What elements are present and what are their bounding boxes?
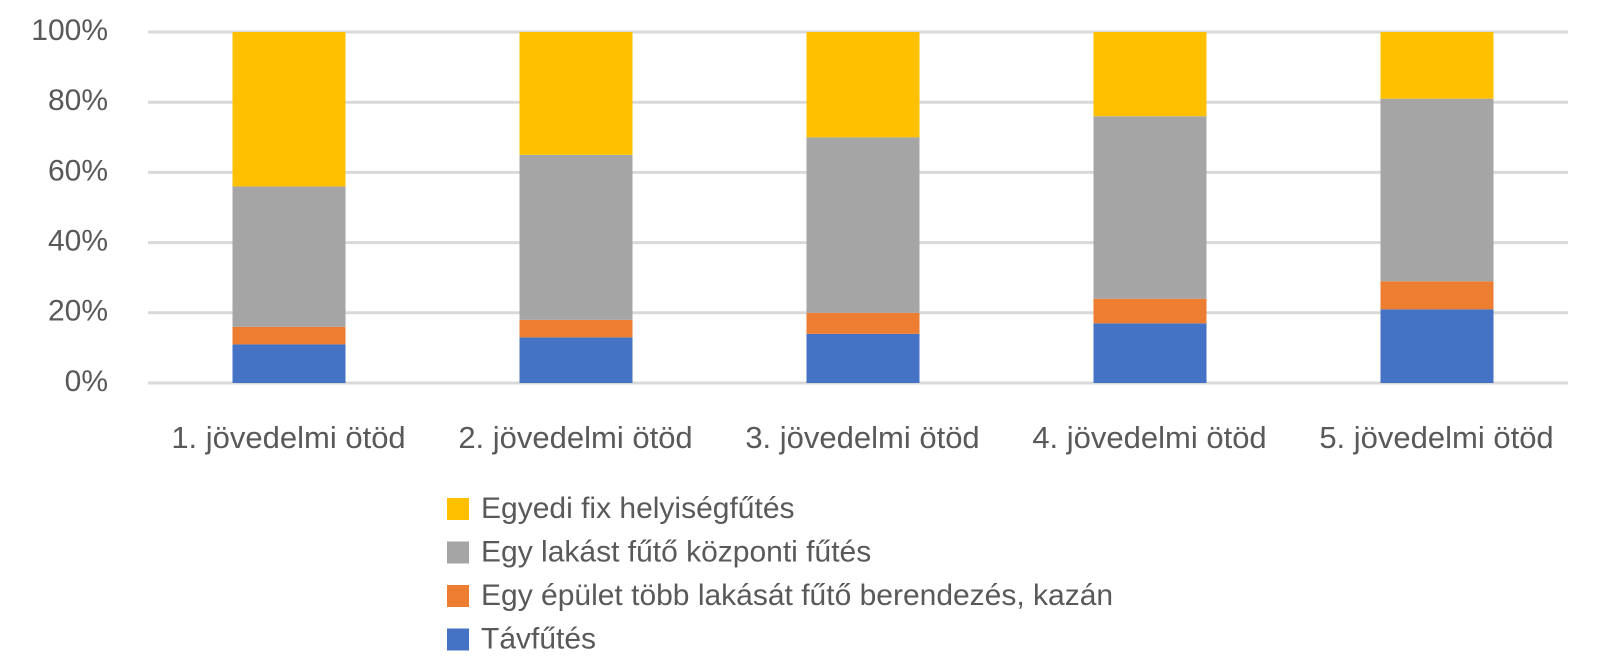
bar-segment	[806, 137, 920, 313]
bar-segment	[806, 312, 920, 334]
bar-segment	[232, 32, 346, 187]
bar-segment	[232, 326, 346, 345]
y-tick-label: 0%	[65, 365, 108, 398]
bar-segment	[806, 32, 920, 138]
bar-segment	[1093, 32, 1207, 117]
legend-swatch	[447, 498, 469, 520]
bar-segment	[1380, 32, 1494, 99]
legend-label: Távfűtés	[481, 622, 596, 655]
y-tick-label: 60%	[48, 154, 108, 187]
bar-segment	[1093, 298, 1207, 324]
legend-label: Egy lakást fűtő központi fűtés	[481, 535, 871, 568]
y-tick-label: 40%	[48, 225, 108, 258]
y-tick-label: 20%	[48, 295, 108, 328]
legend-swatch	[447, 541, 469, 564]
bar-segment	[1380, 309, 1494, 383]
legend-swatch	[447, 628, 469, 651]
legend-label: Egy épület több lakását fűtő berendezés,…	[481, 579, 1113, 612]
bar-segment	[806, 333, 920, 383]
bar-segment	[232, 344, 346, 383]
bar-segment	[1093, 116, 1207, 299]
bar-segment	[1380, 281, 1494, 310]
bar-segment	[1093, 323, 1207, 383]
x-tick-label: 3. jövedelmi ötöd	[745, 420, 980, 455]
bar-segment	[519, 337, 633, 383]
legend-swatch	[447, 585, 469, 607]
bar-segment	[232, 186, 346, 327]
x-tick-label: 2. jövedelmi ötöd	[458, 420, 693, 455]
bar-segment	[519, 32, 633, 155]
y-tick-label: 80%	[48, 84, 108, 117]
bar-segment	[519, 319, 633, 338]
bar-segment	[1380, 98, 1494, 282]
legend-label: Egyedi fix helyiségfűtés	[481, 492, 795, 525]
x-tick-label: 4. jövedelmi ötöd	[1032, 420, 1267, 455]
y-tick-label: 100%	[31, 14, 108, 47]
bar-segment	[519, 154, 633, 320]
x-tick-label: 1. jövedelmi ötöd	[171, 420, 406, 455]
x-tick-label: 5. jövedelmi ötöd	[1319, 420, 1554, 455]
